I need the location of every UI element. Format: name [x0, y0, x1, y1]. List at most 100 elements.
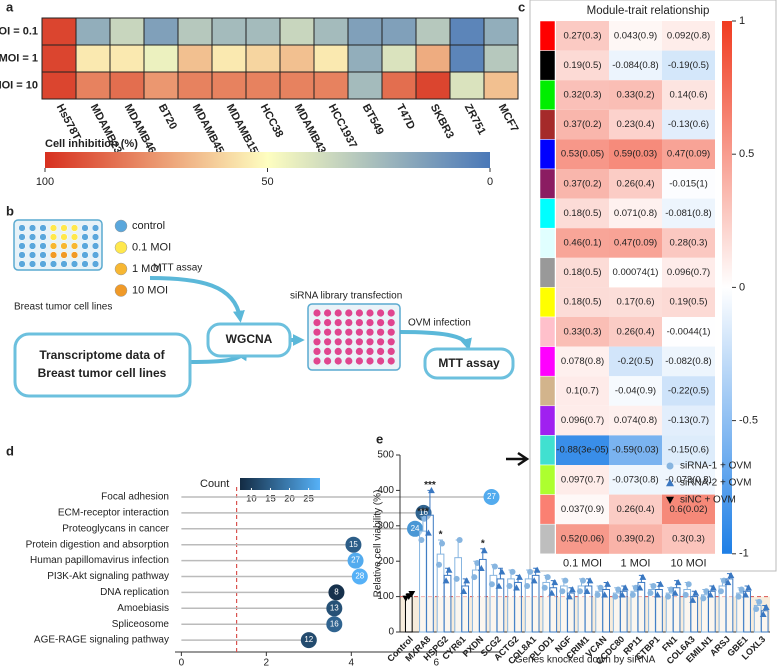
data-point: [456, 536, 463, 543]
column-label: MCF7: [496, 102, 521, 134]
mtt-label: MTT assay: [438, 356, 500, 370]
well: [18, 242, 26, 250]
well: [366, 357, 374, 365]
well: [49, 251, 58, 259]
transcriptome-label: Transcriptome data of: [39, 348, 165, 362]
cell-label: 0.1(0.7): [566, 386, 599, 397]
column-label: SKBR3: [428, 102, 456, 141]
data-point: [488, 581, 495, 588]
well: [60, 242, 68, 250]
x-axis-label: Genes knocked down by siRNA: [515, 655, 656, 666]
well: [91, 224, 100, 232]
module-swatch: [539, 494, 556, 525]
heatmap-cell: [662, 524, 715, 554]
heatmap-cell: [609, 405, 662, 436]
y-tick-label: Human papillomavirus infection: [30, 555, 169, 566]
count-label: 28: [355, 572, 364, 581]
step-label: MTT assay: [153, 263, 202, 274]
heatmap-cell: [245, 44, 281, 73]
heatmap-cell: [609, 257, 662, 288]
cell-label: -0.13(0.7): [668, 415, 709, 426]
well: [18, 251, 26, 259]
heatmap-cell: [381, 44, 417, 73]
module-swatch: [539, 109, 556, 140]
data-point: [621, 584, 629, 591]
y-tick-label: PI3K-Akt signaling pathway: [47, 571, 169, 582]
well: [39, 233, 47, 241]
heatmap-cell: [556, 50, 609, 81]
dot: [407, 520, 424, 537]
data-point: [654, 591, 661, 598]
y-tick-label: AGE-RAGE signaling pathway: [34, 635, 169, 646]
well: [387, 309, 395, 317]
well: [334, 328, 342, 336]
data-point: [474, 559, 481, 566]
count-label: 8: [334, 588, 339, 597]
cell-label: 0.59(0.03): [614, 149, 657, 160]
colorbar-tick-label: -0.5: [739, 415, 758, 427]
plate: [307, 303, 401, 371]
well: [39, 260, 47, 268]
heatmap-cell: [245, 71, 281, 100]
cell-label: -0.084(0.8): [612, 60, 658, 71]
cell-label: -0.59(0.03): [612, 445, 658, 456]
data-point: [544, 574, 551, 581]
cell-label: 0.39(0.2): [616, 534, 654, 545]
bar: [454, 557, 462, 633]
legend-label: siRNA-1 + OVM: [680, 461, 751, 472]
transcriptome-box: [13, 332, 192, 398]
heatmap-cell: [75, 44, 111, 73]
module-swatch: [539, 257, 556, 288]
dot: [345, 536, 362, 553]
y-tick-label: Protein digestion and absorption: [26, 539, 169, 550]
data-point: [463, 577, 471, 584]
colorbar-tick-label: 20: [284, 494, 295, 505]
y-tick-label: Spliceosome: [112, 619, 170, 630]
well: [91, 233, 100, 241]
heatmap-cell: [556, 405, 609, 436]
cell-label: 0.037(0.9): [561, 504, 604, 515]
data-point: [612, 593, 619, 600]
bar: [443, 574, 452, 633]
heatmap-cell: [556, 465, 609, 495]
cell-label: -0.015(1): [669, 178, 708, 189]
significance: *: [481, 538, 485, 549]
heatmap-cell: [279, 44, 315, 73]
count-label: 15: [349, 540, 358, 549]
heatmap-cell: [109, 44, 145, 73]
heatmap-cell: [609, 435, 662, 465]
cell-label: 0.47(0.09): [614, 238, 657, 249]
heatmap-cell: [556, 494, 609, 525]
heatmap-cell: [415, 17, 451, 46]
heatmap-cell: [662, 287, 715, 317]
legend-marker: [114, 284, 128, 297]
y-tick-label: ECM-receptor interaction: [58, 508, 169, 519]
data-point: [685, 581, 692, 588]
heatmap-cell: [609, 21, 662, 51]
data-point: [579, 577, 586, 584]
well: [387, 357, 395, 365]
data-point: [586, 577, 594, 584]
heatmap-cell: [556, 21, 609, 51]
data-point: [706, 591, 714, 598]
data-point: [498, 568, 506, 575]
legend-label: 0.1 MOI: [132, 241, 171, 253]
data-point: [460, 587, 468, 595]
cell-label: 0.18(0.5): [563, 208, 601, 219]
well: [28, 233, 37, 241]
cell-label: 0.17(0.6): [616, 297, 654, 308]
heatmap-cell: [609, 169, 662, 199]
well: [366, 309, 374, 317]
cell-label: 0.26(0.4): [616, 504, 654, 515]
data-point: [647, 590, 654, 597]
column-label: BT20: [156, 102, 179, 131]
cell-label: 0.28(0.3): [669, 238, 707, 249]
column-label: Hs578T: [54, 102, 83, 142]
heatmap-cell: [449, 71, 485, 100]
well: [345, 309, 353, 317]
well: [377, 328, 385, 336]
transcriptome-label: Breast tumor cell lines: [38, 366, 167, 380]
y-tick-label: 400: [377, 485, 394, 496]
data-point: [421, 515, 428, 522]
well: [49, 224, 58, 232]
